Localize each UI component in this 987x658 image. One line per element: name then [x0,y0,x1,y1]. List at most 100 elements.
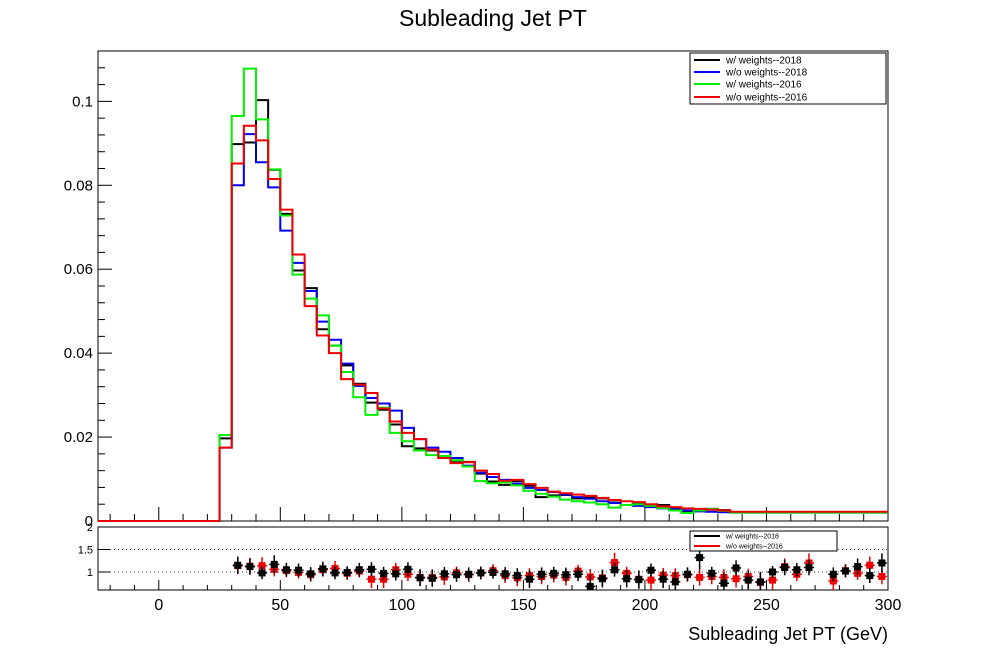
ratio-point [718,572,729,590]
ratio-legend: w/ weights--2018 w/o weights--2016 [689,530,838,552]
main-legend-label: w/o weights--2018 [725,68,808,79]
ratio-point [281,562,292,577]
main-histograms [98,67,888,522]
ratio-point [475,566,486,580]
ratio-point [804,559,814,576]
ratio-point [585,574,596,590]
ratio-point [597,570,608,588]
ratio-y-tick-label: 1 [87,567,93,579]
ratio-point [791,562,802,577]
ratio-point [670,571,681,590]
histogram-series [98,67,888,522]
ratio-point [694,569,705,586]
ratio-point [755,571,766,590]
main-y-tick-label: 0 [85,513,93,530]
x-tick-label: 200 [632,597,659,614]
main-y-tick-label: 0.08 [64,177,93,194]
x-tick-label: 300 [875,597,902,614]
ratio-point [658,570,669,589]
ratio-point [488,566,498,579]
ratio-y-axis: 11.52 [78,522,110,579]
main-legend-entry: w/ weights--2018 [694,56,802,67]
ratio-point [451,567,462,582]
ratio-x-axis: 0 50 100 150 200 250 300 [109,580,902,614]
ratio-plot-frame [97,526,889,591]
ratio-point [354,562,365,577]
ratio-point [330,566,340,580]
ratio-point [633,570,644,589]
ratio-point [536,567,547,582]
ratio-point [767,566,778,578]
x-tick-label: 50 [271,597,289,614]
main-y-tick-label: 0.04 [64,345,93,362]
x-tick-label: 150 [510,597,537,614]
x-tick-label: 0 [154,597,163,614]
ratio-point [427,569,438,587]
main-x-ticks [109,507,889,521]
ratio-point [876,553,887,573]
ratio-point [463,567,474,582]
ratio-point [864,568,875,584]
main-legend-label: w/ weights--2018 [725,56,802,67]
ratio-point [609,562,620,577]
histogram-series [98,99,888,522]
ratio-point [646,563,656,577]
ratio-point [378,566,389,580]
ratio-point [852,558,863,575]
x-axis-label: Subleading Jet PT (GeV) [688,624,888,644]
x-tick-label: 100 [388,597,415,614]
ratio-y-tick-label: 1.5 [78,545,93,557]
ratio-point [305,567,316,581]
main-plot-frame [97,50,889,522]
main-y-tick-label: 0.1 [72,93,93,110]
main-legend-entry: w/o weights--2016 [694,93,808,104]
ratio-point [439,567,450,581]
main-legend-box [689,52,887,105]
ratio-point [828,567,839,582]
ratio-point [779,559,790,576]
ratio-point [366,562,377,577]
ratio-legend-label: w/o weights--2016 [725,544,783,551]
ratio-plot: 11.52 0 50 100 150 200 250 300 w/ weights--201… [78,522,902,614]
ratio-point [560,567,571,582]
main-y-tick-label: 0.02 [64,429,93,446]
ratio-y-tick-label: 2 [87,522,93,534]
ratio-point [512,568,523,584]
ratio-points [232,545,887,590]
ratio-point [342,566,353,579]
ratio-legend-entry: w/o weights--2016 [694,544,783,551]
ratio-point [415,569,426,587]
ratio-point [573,567,584,582]
main-plot: 0 0.02 0.04 0.06 0.08 0.1 w/ weights--2018 w/… [64,50,889,530]
ratio-point [743,570,754,590]
ratio-point [500,567,511,581]
ratio-point [402,562,413,577]
ratio-point [257,566,268,580]
ratio-point [840,564,851,578]
main-legend: w/ weights--2018 w/o weights--2018 w/ we… [689,52,887,105]
ratio-legend-box [689,530,838,552]
ratio-point [244,558,255,575]
main-legend-label: w/ weights--2016 [725,80,802,91]
ratio-point [548,566,559,580]
ratio-point [524,570,535,589]
ratio-point [232,556,243,574]
ratio-point [731,560,742,576]
ratio-point [390,567,401,581]
main-legend-label: w/o weights--2016 [725,93,808,104]
ratio-point [317,561,328,577]
ratio-legend-label: w/ weights--2018 [725,534,779,541]
ratio-point [269,555,280,574]
ratio-point [621,570,632,588]
main-y-tick-label: 0.06 [64,261,93,278]
ratio-point [682,567,693,582]
main-legend-entry: w/o weights--2018 [694,68,808,79]
ratio-legend-entry: w/ weights--2018 [694,534,779,541]
ratio-point [706,566,717,580]
histogram-series [98,133,888,522]
x-tick-label: 250 [753,597,780,614]
main-y-axis: 0 0.02 0.04 0.06 0.08 0.1 [64,50,112,530]
chart-title: Subleading Jet PT [399,5,587,31]
